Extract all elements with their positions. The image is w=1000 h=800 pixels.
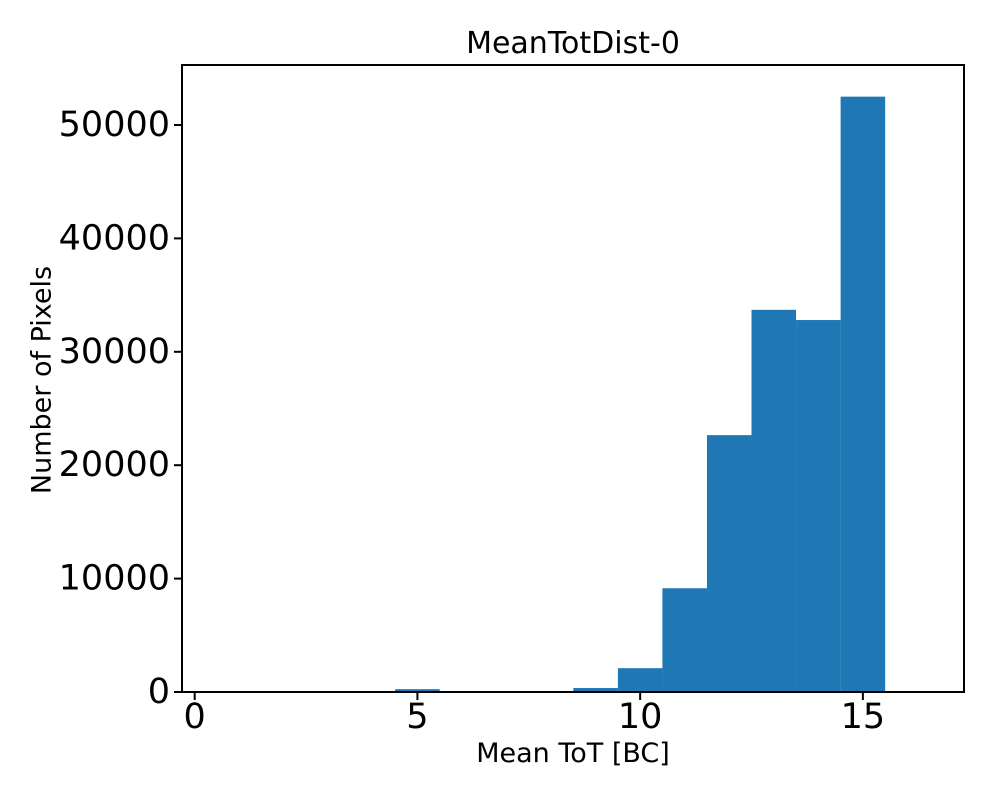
y-tick-label: 40000 [59,218,170,258]
x-axis-label: Mean ToT [BC] [476,738,670,769]
y-tick-label: 50000 [59,105,170,145]
x-tick-label: 0 [184,697,206,737]
histogram-bar [706,435,752,692]
y-tick-label: 10000 [59,559,170,599]
plot-frame [181,64,965,693]
y-tick-label: 20000 [59,445,170,485]
histogram-bar [751,309,797,692]
histogram-bar [617,668,663,692]
histogram-bar [395,689,440,692]
y-tick-label: 0 [148,672,170,712]
y-axis-label: Number of Pixels [26,265,58,495]
y-tick-label: 30000 [59,332,170,372]
x-tick-label: 5 [406,697,428,737]
histogram-bar [840,96,886,693]
histogram-bar [796,320,841,692]
x-tick-label: 15 [841,697,886,737]
x-tick-label: 10 [618,697,663,737]
histogram-bar [662,588,707,692]
histogram-bar [573,688,618,692]
chart-title: MeanTotDist-0 [466,26,680,61]
